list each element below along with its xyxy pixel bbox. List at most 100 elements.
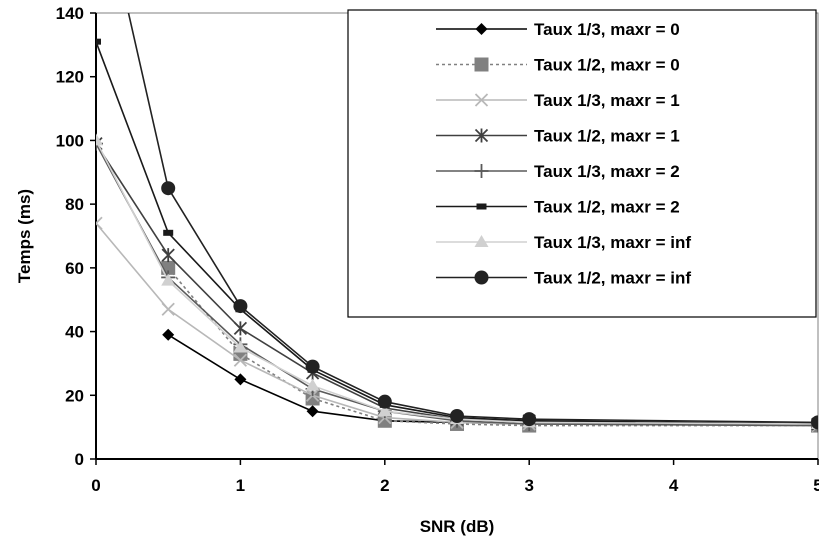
- diamond-marker: [306, 405, 319, 418]
- data-point: [474, 270, 489, 285]
- y-tick-label: 40: [65, 323, 84, 342]
- data-point: [96, 38, 101, 45]
- y-axis-title: Temps (ms): [15, 189, 34, 283]
- legend-item: Taux 1/2, maxr = 0: [436, 56, 680, 75]
- series-line: [96, 143, 818, 427]
- data-point: [474, 235, 489, 247]
- legend-item: Taux 1/3, maxr = 0: [436, 20, 680, 39]
- x-tick-label: 4: [669, 476, 679, 495]
- data-point: [474, 128, 489, 143]
- legend-label: Taux 1/3, maxr = 2: [534, 162, 680, 181]
- legend-item: Taux 1/3, maxr = 1: [436, 91, 680, 110]
- data-point: [162, 328, 175, 341]
- data-point: [476, 203, 487, 210]
- circle-marker: [522, 412, 537, 427]
- x-tick-label: 1: [236, 476, 245, 495]
- data-point: [474, 93, 489, 107]
- circle-marker: [233, 299, 248, 314]
- y-tick-label: 140: [56, 4, 84, 23]
- circle-marker: [811, 415, 818, 430]
- dash-marker: [476, 203, 487, 210]
- legend-label: Taux 1/2, maxr = 1: [534, 127, 680, 146]
- y-tick-label: 60: [65, 259, 84, 278]
- legend-item: Taux 1/2, maxr = 2: [436, 198, 680, 217]
- x-axis-title: SNR (dB): [420, 517, 495, 536]
- legend-label: Taux 1/2, maxr = 2: [534, 198, 680, 217]
- diamond-marker: [234, 373, 247, 386]
- triangle-marker: [96, 133, 103, 146]
- y-tick-label: 0: [75, 450, 84, 469]
- data-point: [475, 23, 488, 35]
- series-layer: [96, 13, 818, 433]
- data-point: [233, 353, 248, 367]
- legend-item: Taux 1/3, maxr = inf: [436, 233, 691, 252]
- data-point: [163, 229, 174, 236]
- triangle-marker: [474, 235, 489, 247]
- data-point: [234, 373, 247, 386]
- series-8: [127, 13, 818, 430]
- data-point: [96, 216, 103, 230]
- diamond-marker: [475, 23, 488, 35]
- square-marker: [474, 57, 489, 72]
- data-point: [305, 359, 320, 374]
- data-point: [450, 408, 464, 423]
- data-point: [305, 391, 320, 406]
- legend: Taux 1/3, maxr = 0 Taux 1/2, maxr = 0 Taux…: [347, 9, 817, 318]
- triangle-marker: [233, 340, 248, 353]
- legend-label: Taux 1/2, maxr = 0: [534, 56, 680, 75]
- y-tick-label: 20: [65, 386, 84, 405]
- data-point: [522, 412, 537, 427]
- data-point: [161, 181, 176, 196]
- square-marker: [305, 391, 320, 406]
- data-point: [306, 405, 319, 418]
- circle-marker: [450, 408, 464, 423]
- x-marker-stroke: [161, 302, 175, 316]
- legend-label: Taux 1/3, maxr = inf: [534, 233, 691, 252]
- circle-marker: [474, 270, 489, 285]
- legend-label: Taux 1/2, maxr = inf: [534, 269, 691, 288]
- data-point: [161, 302, 175, 316]
- circle-marker: [161, 181, 176, 196]
- x-tick-label: 3: [524, 476, 533, 495]
- legend-label: Taux 1/3, maxr = 0: [534, 20, 680, 39]
- data-point: [377, 394, 392, 409]
- triangle-marker: [305, 378, 320, 391]
- tick-labels: 0 20 40 60 80 100 120 140 0 1 2 3 4 5: [56, 4, 819, 495]
- axes: [90, 12, 819, 465]
- x-marker-stroke: [233, 353, 248, 367]
- legend-item: Taux 1/2, maxr = 1: [436, 127, 680, 146]
- y-tick-label: 100: [56, 131, 84, 150]
- series-line: [96, 41, 818, 425]
- triangle-marker: [161, 273, 176, 286]
- x-tick-label: 2: [380, 476, 389, 495]
- data-point: [233, 321, 248, 336]
- dash-marker: [163, 229, 174, 236]
- y-tick-label: 120: [56, 68, 84, 87]
- series-line: [96, 140, 818, 425]
- series-line: [127, 13, 818, 424]
- x-marker-stroke: [474, 93, 489, 107]
- legend-box: [347, 9, 817, 318]
- star-marker-stroke: [96, 136, 103, 145]
- diamond-marker: [162, 328, 175, 341]
- legend-item: Taux 1/3, maxr = 2: [436, 162, 680, 181]
- data-point: [474, 164, 489, 178]
- data-point: [811, 415, 818, 430]
- circle-marker: [305, 359, 320, 374]
- triangle-marker: [377, 404, 392, 417]
- x-marker-stroke: [811, 424, 818, 433]
- data-point: [233, 340, 248, 353]
- data-point: [305, 378, 320, 391]
- dash-marker: [96, 38, 101, 45]
- data-point: [161, 248, 175, 263]
- data-point: [233, 299, 248, 314]
- circle-marker: [377, 394, 392, 409]
- legend-item: Taux 1/2, maxr = inf: [436, 269, 691, 288]
- data-point: [377, 404, 392, 417]
- legend-label: Taux 1/3, maxr = 1: [534, 91, 680, 110]
- x-marker-stroke: [96, 221, 103, 230]
- x-tick-label: 5: [813, 476, 819, 495]
- x-tick-label: 0: [91, 476, 100, 495]
- y-tick-label: 80: [65, 195, 84, 214]
